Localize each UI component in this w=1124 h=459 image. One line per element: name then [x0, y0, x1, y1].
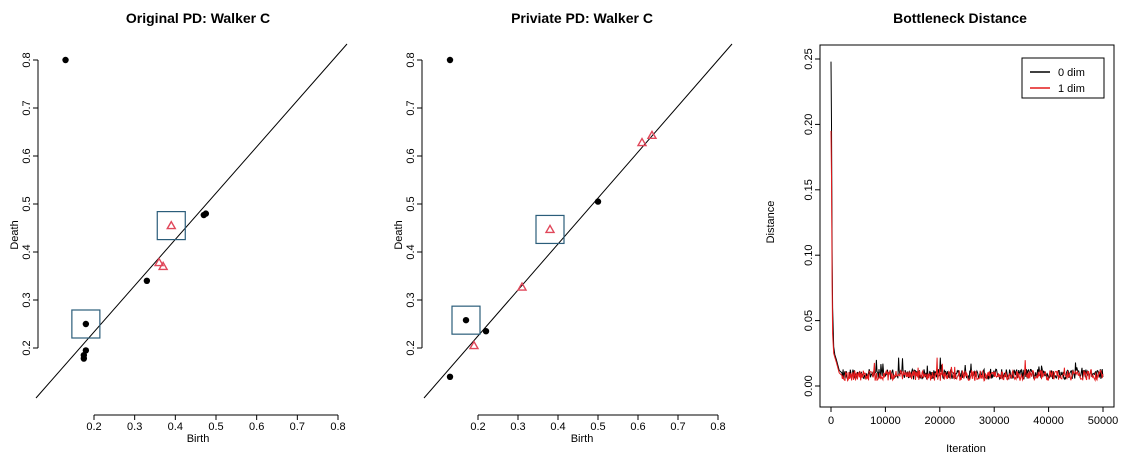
diagonal-line	[35, 43, 348, 399]
original-pd-panel: Original PD: Walker C Birth Death 0.2 0.3…	[9, 10, 348, 445]
legend-label-0dim: 0 dim	[1058, 67, 1085, 79]
legend: 0 dim 1 dim	[1021, 57, 1105, 99]
data-point-0dim	[482, 328, 490, 335]
data-point-1dim	[516, 281, 528, 291]
y-axis-label: Death	[393, 220, 405, 249]
data-point-1dim	[544, 224, 556, 234]
x-tick-label: 0.5	[208, 421, 223, 433]
x-tick-label: 0.3	[127, 421, 142, 433]
y-axis-label: Distance	[765, 201, 777, 244]
data-point-0dim	[143, 277, 151, 284]
x-axis-label: Birth	[571, 433, 594, 445]
y-tick-label: 0.5	[21, 196, 33, 211]
data-point-0dim	[462, 316, 470, 324]
diagonal-line	[423, 43, 733, 399]
y-tick-label: 0.20	[803, 114, 815, 135]
chart-title: Priviate PD: Walker C	[511, 10, 653, 26]
x-tick-label: 0.2	[470, 421, 485, 433]
data-point-1dim	[153, 257, 165, 267]
x-tick-label: 20000	[925, 415, 956, 427]
chart-title: Bottleneck Distance	[893, 10, 1027, 26]
x-tick-label: 0	[828, 415, 834, 427]
chart-title: Original PD: Walker C	[126, 10, 270, 26]
x-tick-label: 40000	[1033, 415, 1064, 427]
y-tick-label: 0.05	[803, 310, 815, 331]
x-tick-label: 0.4	[550, 421, 565, 433]
y-tick-label: 0.6	[405, 148, 417, 163]
y-tick-label: 0.6	[21, 148, 33, 163]
series-line-1dim	[830, 130, 1104, 383]
plot-border	[819, 44, 1115, 408]
x-tick-label: 50000	[1088, 415, 1119, 427]
y-tick-label: 0.25	[803, 48, 815, 69]
x-tick-label: 30000	[979, 415, 1010, 427]
highlight-box	[535, 214, 565, 245]
y-tick-label: 0.15	[803, 179, 815, 200]
data-point-0dim	[446, 56, 454, 64]
private-pd-panel: Priviate PD: Walker C Birth Death 0.2 0.3…	[393, 10, 733, 445]
y-tick-label: 0.3	[21, 292, 33, 307]
data-point-1dim	[646, 129, 658, 140]
y-tick-label: 0.3	[405, 292, 417, 307]
highlight-box	[71, 309, 101, 339]
highlight-box	[451, 305, 481, 335]
data-point-0dim	[80, 355, 88, 362]
data-point-0dim	[62, 56, 69, 64]
y-tick-label: 0.8	[405, 52, 417, 67]
data-point-0dim	[594, 198, 602, 205]
y-tick-label: 0.4	[405, 244, 417, 259]
y-tick-label: 0.10	[803, 244, 815, 265]
legend-label-1dim: 1 dim	[1058, 83, 1085, 95]
x-tick-label: 0.6	[630, 421, 645, 433]
y-tick-label: 0.2	[405, 340, 417, 355]
legend-box	[1021, 57, 1105, 99]
data-point-0dim	[82, 347, 90, 354]
y-tick-label: 0.00	[803, 375, 815, 396]
data-point-0dim	[82, 320, 90, 328]
x-tick-label: 0.5	[590, 421, 605, 433]
x-tick-label: 0.2	[86, 421, 101, 433]
data-point-1dim	[636, 137, 648, 147]
x-tick-label: 0.4	[168, 421, 183, 433]
x-tick-label: 10000	[870, 415, 901, 427]
y-tick-label: 0.5	[405, 196, 417, 211]
y-tick-label: 0.8	[21, 52, 33, 67]
y-axis-label: Death	[9, 220, 21, 249]
x-axis-label: Iteration	[946, 443, 986, 455]
data-point-1dim	[468, 340, 480, 350]
data-point-1dim	[166, 220, 177, 230]
data-point-0dim	[202, 210, 210, 217]
y-tick-label: 0.7	[405, 100, 417, 115]
highlight-box	[156, 211, 186, 241]
x-tick-label: 0.7	[290, 421, 305, 433]
x-tick-label: 0.7	[670, 421, 685, 433]
y-tick-label: 0.7	[21, 100, 33, 115]
y-tick-label: 0.2	[21, 340, 33, 355]
x-tick-label: 0.8	[710, 421, 725, 433]
series-line-0dim	[830, 61, 1104, 381]
x-tick-label: 0.8	[330, 421, 345, 433]
data-point-1dim	[157, 260, 169, 271]
bottleneck-distance-panel: Bottleneck Distance Iteration Distance 0…	[765, 10, 1118, 455]
x-tick-label: 0.6	[249, 421, 264, 433]
data-point-0dim	[446, 373, 454, 380]
x-tick-label: 0.3	[510, 421, 525, 433]
x-axis-label: Birth	[187, 433, 210, 445]
y-tick-label: 0.4	[21, 244, 33, 259]
